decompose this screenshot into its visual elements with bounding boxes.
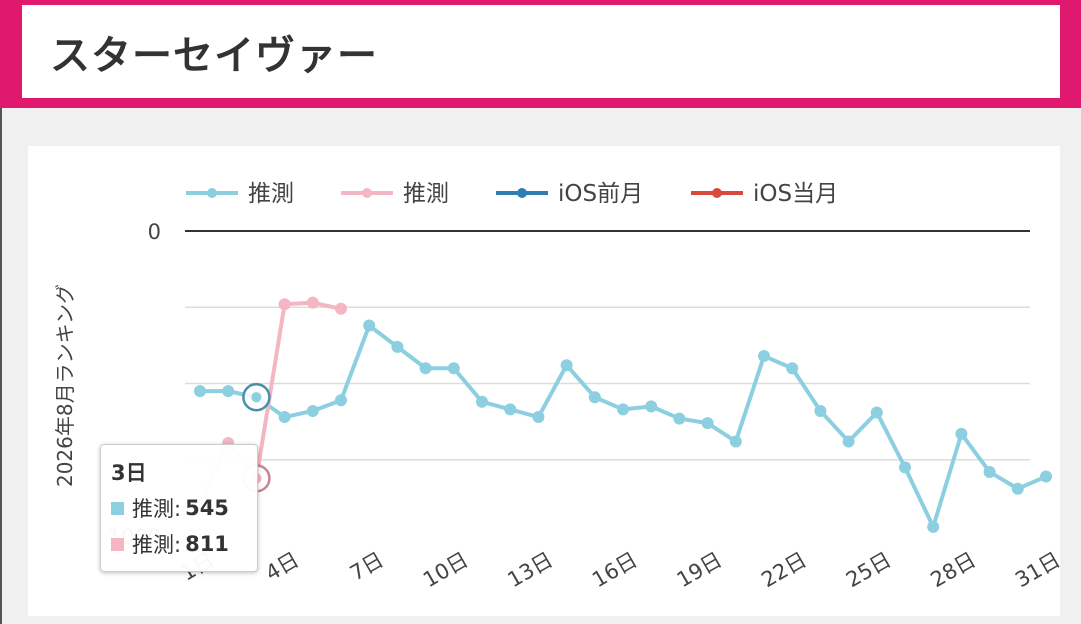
tooltip-value-blue: 545 [185, 496, 229, 520]
chart-card: 010002026年8月ランキング1日4日7日10日13日16日19日22日25… [28, 146, 1060, 616]
data-point [560, 359, 573, 372]
legend-label-4: iOS当月 [753, 181, 838, 207]
x-tick-label: 10日 [419, 548, 472, 593]
x-tick-label: 31日 [1011, 548, 1060, 593]
y-axis-label: 2026年8月ランキング [53, 284, 77, 487]
data-point [222, 385, 235, 398]
data-point [814, 404, 827, 417]
data-point [447, 362, 460, 375]
x-tick-label: 4日 [261, 548, 303, 586]
x-tick-label: 13日 [504, 548, 557, 593]
data-point [278, 298, 291, 311]
data-point [588, 391, 601, 404]
data-point [955, 427, 968, 440]
x-tick-label: 28日 [927, 548, 980, 593]
x-tick-label: 22日 [757, 548, 810, 593]
data-point [927, 520, 940, 533]
series-line-1 [200, 323, 1047, 529]
legend-label-2: 推測 [403, 181, 449, 207]
data-point [476, 395, 488, 408]
data-point [306, 296, 319, 309]
data-point [786, 362, 799, 375]
data-point [729, 435, 742, 448]
data-point [335, 394, 347, 407]
legend-marker-2 [362, 188, 372, 198]
tooltip-label-blue: 推測: [132, 497, 182, 521]
data-point [673, 412, 686, 425]
data-point [1011, 482, 1024, 495]
data-point [532, 411, 545, 424]
legend-marker-4 [712, 188, 722, 198]
tooltip-swatch-blue [111, 501, 124, 515]
chart-tooltip: 3日 推測: 545 推測: 811 [100, 444, 258, 572]
tooltip-swatch-pink [111, 537, 124, 551]
tooltip-row-pink: 推測: 811 [111, 529, 247, 559]
hover-point-1 [251, 392, 262, 403]
data-point [645, 400, 658, 413]
x-tick-label: 16日 [588, 548, 641, 593]
data-point [391, 340, 404, 353]
data-point [419, 362, 432, 375]
x-tick-label: 7日 [346, 548, 388, 586]
data-point [842, 435, 855, 448]
tooltip-value-pink: 811 [185, 532, 229, 556]
x-tick-label: 25日 [842, 548, 895, 593]
left-rule [0, 108, 2, 624]
legend-marker-1 [207, 188, 217, 198]
data-point [758, 350, 770, 363]
data-point [899, 461, 911, 474]
data-point [870, 406, 883, 419]
data-point [335, 302, 347, 315]
data-point [983, 465, 996, 478]
data-point [701, 417, 714, 430]
data-point [504, 403, 517, 416]
legend-marker-3 [517, 188, 527, 198]
legend-label-1: 推測 [248, 181, 294, 207]
tooltip-row-blue: 推測: 545 [111, 493, 247, 523]
tooltip-label-pink: 推測: [132, 533, 182, 557]
page-title: スターセイヴァー [50, 32, 378, 79]
data-point [278, 411, 291, 424]
tooltip-title: 3日 [111, 461, 147, 485]
y-tick-label: 0 [148, 220, 161, 244]
data-point [1040, 470, 1052, 483]
data-point [194, 385, 206, 398]
title-box: スターセイヴァー [22, 5, 1060, 98]
data-point [306, 404, 319, 417]
legend-label-3: iOS前月 [558, 181, 643, 207]
data-point [617, 403, 629, 416]
data-point [363, 319, 376, 332]
x-tick-label: 19日 [673, 548, 726, 593]
